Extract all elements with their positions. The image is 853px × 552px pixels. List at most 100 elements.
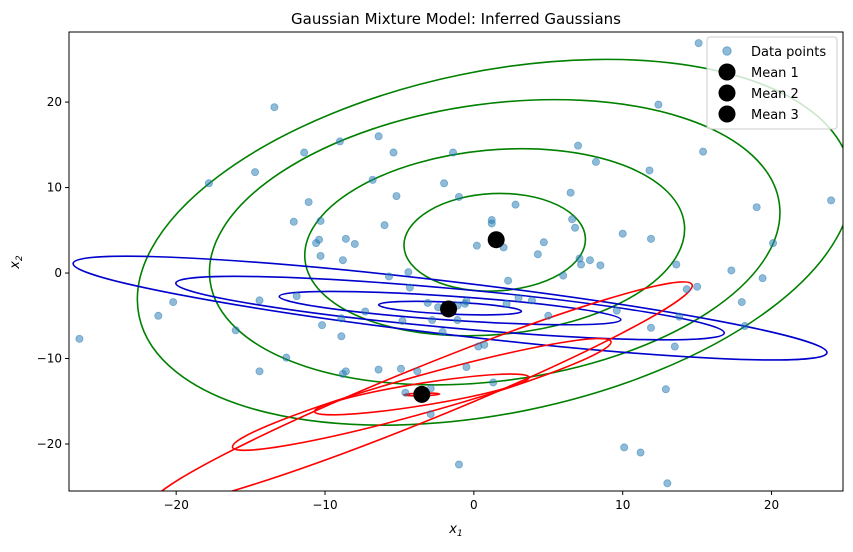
data-point (574, 141, 583, 150)
data-point (341, 367, 350, 376)
data-point (428, 316, 437, 325)
data-point (727, 266, 736, 275)
data-point (571, 223, 580, 232)
data-point (401, 388, 410, 397)
data-point (338, 256, 347, 265)
data-point (251, 168, 260, 177)
data-point (636, 448, 645, 457)
data-point (682, 285, 691, 294)
data-point (758, 274, 767, 283)
data-point (511, 200, 520, 209)
data-point (426, 410, 435, 419)
data-point (487, 216, 496, 225)
data-point (405, 283, 414, 292)
data-point (693, 282, 702, 291)
data-point (335, 137, 344, 146)
data-point (514, 293, 523, 302)
data-point (646, 323, 655, 332)
x-axis-ticks: −20 −10 0 10 20 (164, 491, 779, 512)
data-point (462, 363, 471, 372)
data-point (282, 353, 291, 362)
x-tick-label: −20 (164, 498, 189, 512)
data-point (646, 234, 655, 243)
data-point (654, 100, 663, 109)
data-point (533, 250, 542, 259)
data-point (337, 332, 346, 341)
y-tick-label: −20 (37, 437, 62, 451)
data-point (596, 261, 605, 270)
legend-label: Mean 1 (751, 66, 799, 81)
mean-marker-2 (440, 300, 458, 318)
y-axis-label: x2 (8, 255, 25, 270)
data-point (374, 132, 383, 141)
data-point (337, 314, 346, 323)
data-point (577, 260, 586, 269)
data-point (292, 292, 301, 301)
x-tick-label: −10 (312, 498, 337, 512)
contour-1-4 (136, 58, 843, 426)
legend-marker-mean-3 (718, 105, 736, 123)
data-point (480, 340, 489, 349)
data-point (389, 148, 398, 157)
data-point (620, 443, 629, 452)
data-point (566, 188, 575, 197)
data-point (769, 239, 778, 248)
data-point (380, 221, 389, 230)
data-point (374, 365, 383, 374)
data-points (75, 39, 836, 488)
data-point (661, 385, 670, 394)
contour-2-3 (175, 275, 726, 341)
data-point (670, 342, 679, 351)
y-tick-label: −10 (37, 352, 62, 366)
data-point (694, 39, 703, 48)
data-point (663, 479, 672, 488)
data-point (449, 148, 458, 157)
data-point (361, 307, 370, 316)
data-point (438, 328, 447, 337)
data-point (385, 272, 394, 281)
x-axis-label: x1 (448, 522, 462, 539)
data-point (304, 198, 313, 207)
data-point (204, 179, 213, 188)
data-point (75, 334, 84, 343)
data-point (612, 306, 621, 315)
x-tick-label: 20 (764, 498, 779, 512)
legend: Data points Mean 1 Mean 2 Mean 3 (706, 36, 838, 130)
data-point (645, 166, 654, 175)
data-point (462, 297, 471, 306)
data-point (341, 234, 350, 243)
data-point (154, 311, 163, 320)
data-point (398, 316, 407, 325)
data-point (504, 276, 513, 285)
legend-marker-mean-2 (718, 84, 736, 102)
x-tick-label: 0 (470, 498, 478, 512)
data-point (396, 364, 405, 373)
data-point (454, 192, 463, 201)
data-point (289, 217, 298, 226)
legend-label: Mean 3 (751, 108, 799, 123)
x-tick-label: 10 (615, 498, 630, 512)
y-axis-ticks: −20 −10 0 10 20 (37, 95, 69, 451)
data-point (316, 216, 325, 225)
data-point (300, 148, 309, 157)
data-point (675, 312, 684, 321)
legend-marker-mean-1 (718, 63, 736, 81)
data-point (699, 147, 708, 156)
data-point (169, 298, 178, 307)
legend-box (706, 36, 838, 130)
data-point (502, 299, 511, 308)
data-point (270, 103, 279, 112)
y-tick-label: 10 (47, 181, 62, 195)
data-point (316, 251, 325, 260)
data-point (740, 322, 749, 331)
data-point (440, 179, 449, 188)
contour-1-1 (403, 192, 587, 292)
data-point (737, 298, 746, 307)
legend-label: Data points (751, 45, 826, 60)
y-tick-label: 20 (47, 95, 62, 109)
data-point (585, 256, 594, 265)
data-point (472, 241, 481, 250)
legend-label: Mean 2 (751, 87, 799, 102)
data-point (392, 192, 401, 201)
